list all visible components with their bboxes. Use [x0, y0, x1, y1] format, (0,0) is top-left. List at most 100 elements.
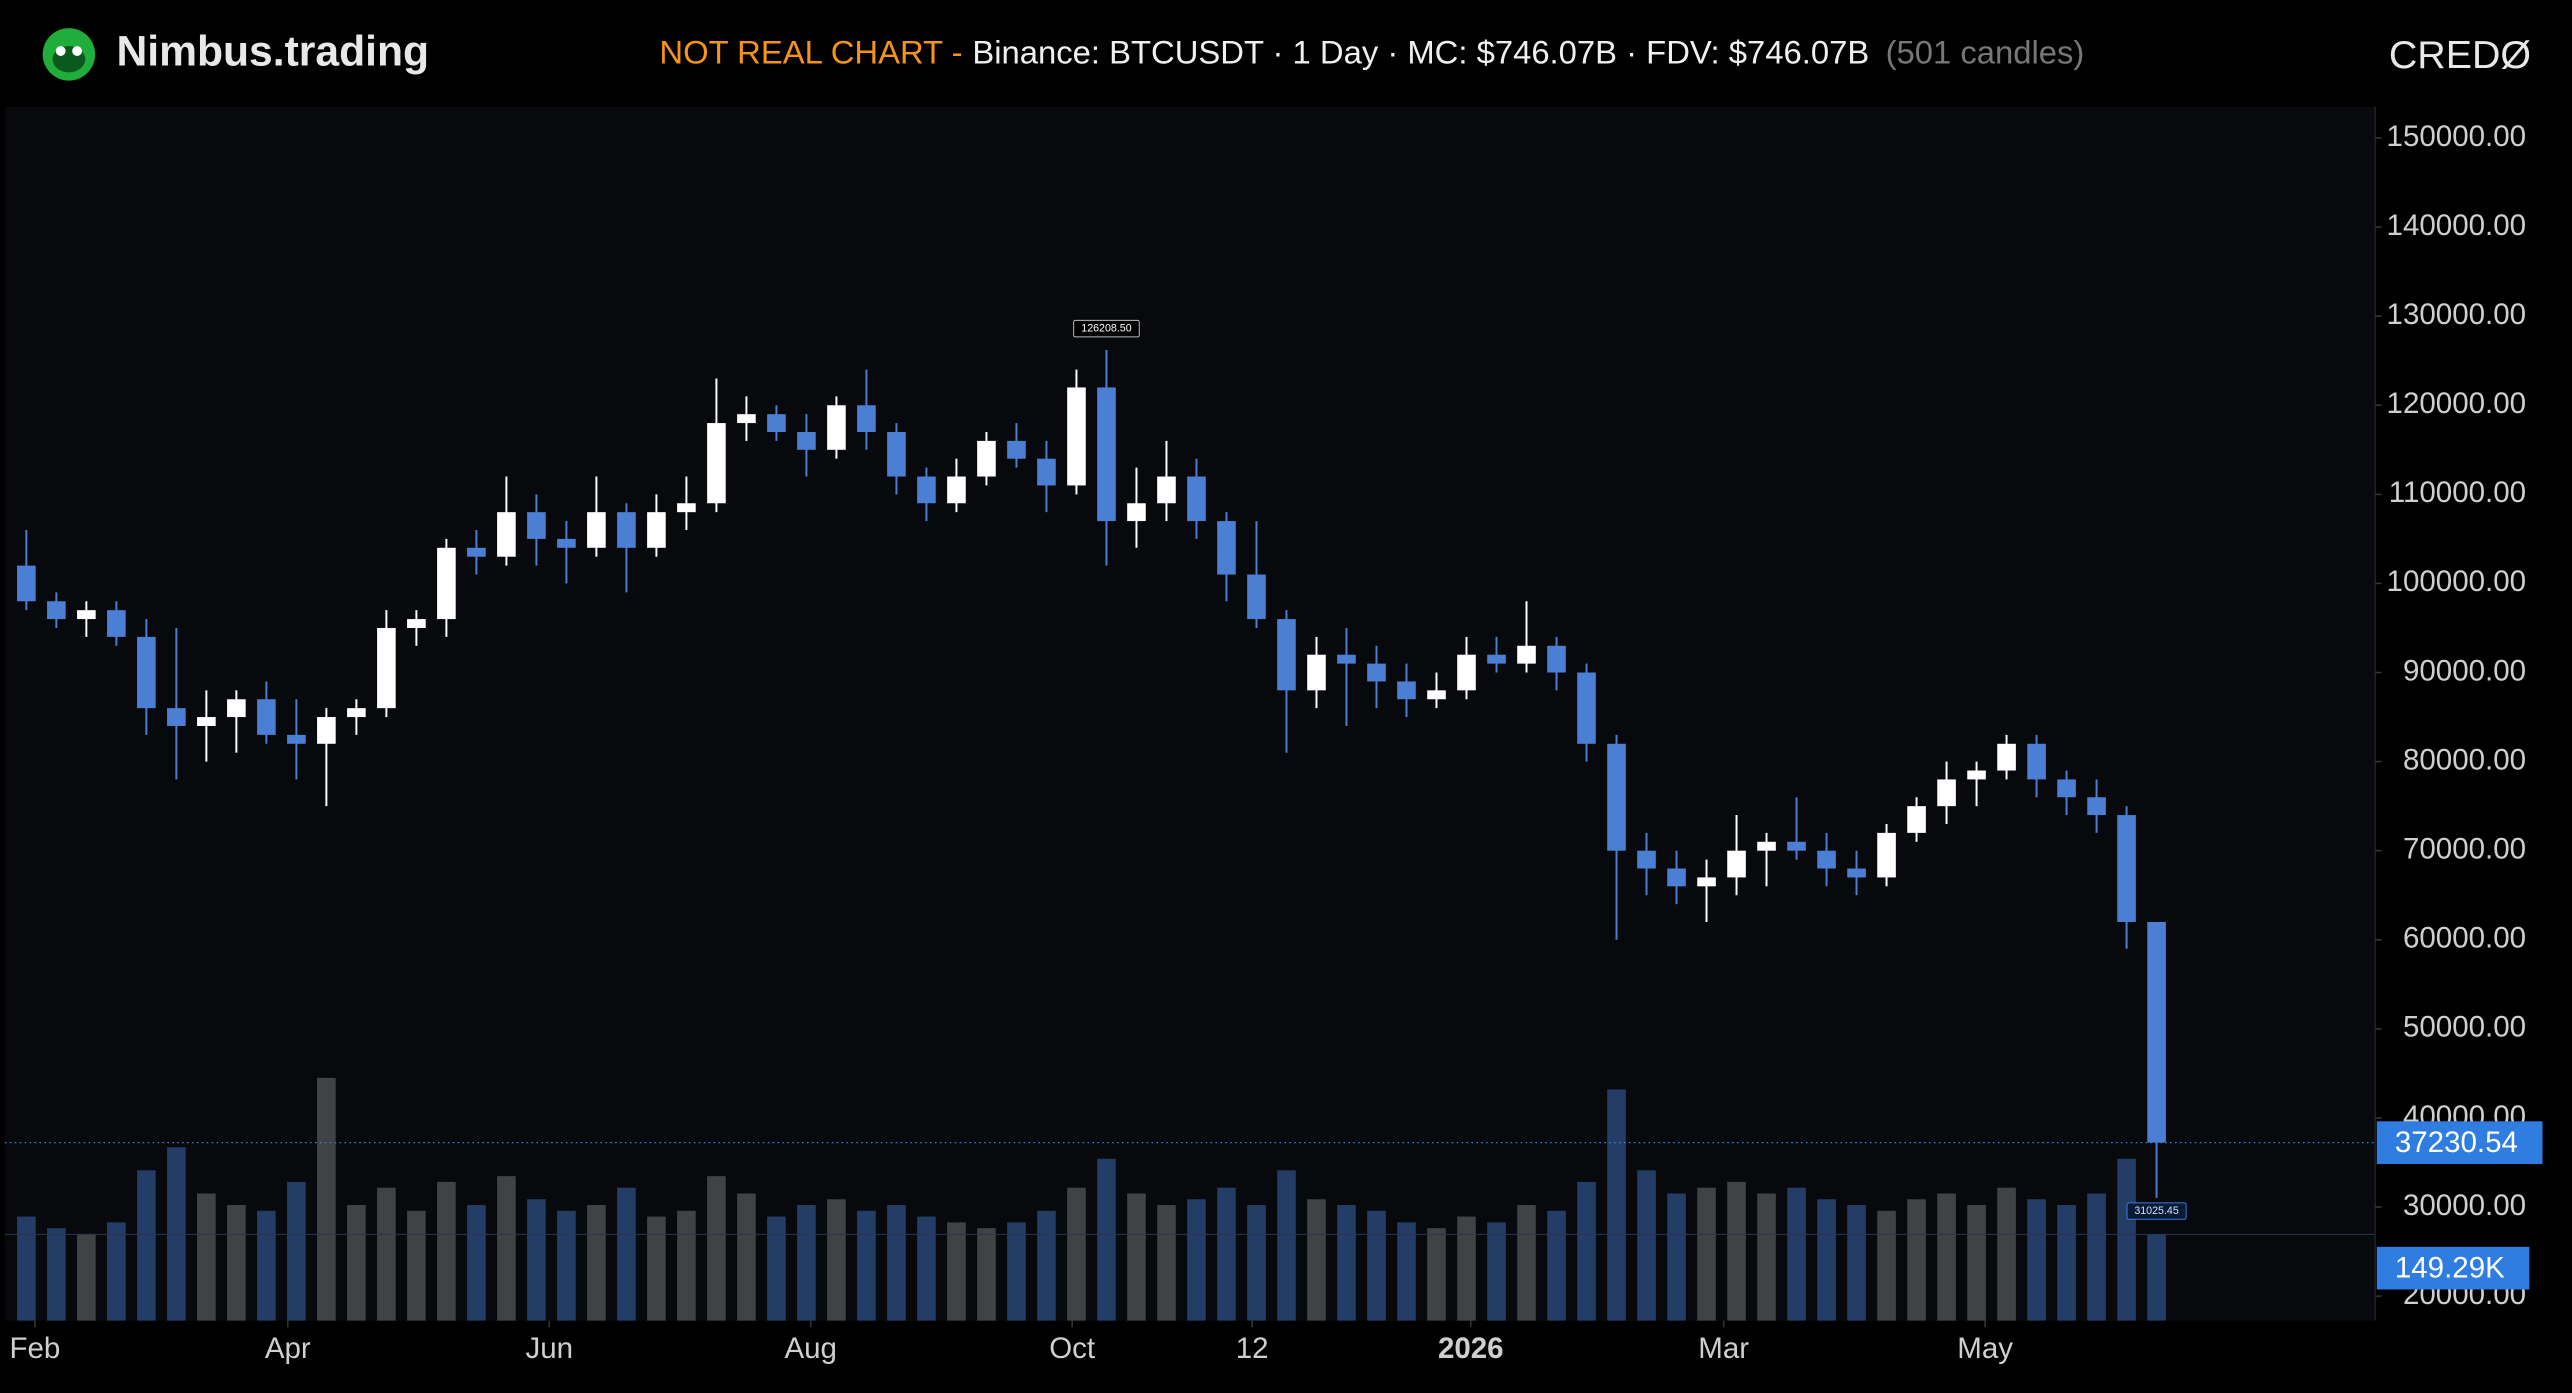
candle-body: [797, 431, 816, 450]
volume-bar: [227, 1205, 246, 1321]
candle-body: [557, 538, 576, 548]
volume-bar: [137, 1170, 156, 1321]
candle-body: [347, 708, 366, 718]
candle-body: [1757, 841, 1776, 851]
volume-bar: [1637, 1170, 1656, 1321]
volume-bar: [1037, 1210, 1056, 1321]
volume-tag: [2376, 1246, 2530, 1290]
candle-body: [647, 512, 666, 548]
candle-body: [1997, 743, 2016, 771]
volume-bar: [1757, 1193, 1776, 1321]
candle-body: [197, 717, 216, 726]
candle-body: [1067, 387, 1086, 486]
volume-bar: [2147, 1234, 2166, 1321]
candle-body: [77, 610, 96, 620]
x-tick-label: 2026: [1438, 1332, 1504, 1365]
candle-body: [1427, 690, 1446, 700]
candle-body: [1727, 850, 1746, 878]
volume-bar: [677, 1210, 696, 1321]
volume-bar: [1247, 1205, 1266, 1321]
y-tick-label: 110000.00: [2389, 476, 2526, 509]
candle-body: [887, 431, 906, 477]
title-warning: NOT REAL CHART -: [659, 33, 962, 70]
volume-bar: [707, 1176, 726, 1321]
candle-body: [377, 627, 396, 709]
x-tick-label: 12: [1236, 1332, 1269, 1365]
y-tick-label: 30000.00: [2403, 1189, 2526, 1222]
candle-body: [857, 405, 876, 432]
candle-body: [947, 476, 966, 504]
volume-bar: [887, 1205, 906, 1321]
candle-body: [167, 708, 186, 726]
volume-bar: [17, 1216, 36, 1321]
volume-bar: [1847, 1205, 1866, 1321]
last-price-tag: [2376, 1121, 2543, 1164]
volume-bar: [617, 1187, 636, 1321]
candle-body: [2027, 743, 2046, 780]
volume-bar: [977, 1228, 996, 1321]
candle-body: [1817, 850, 1836, 869]
volume-bar: [1097, 1158, 1116, 1321]
candle-body: [1217, 521, 1236, 575]
subtitle: (501 candles): [1886, 33, 2085, 70]
volume-bar: [2057, 1205, 2076, 1321]
candle-body: [1487, 654, 1506, 664]
volume-bar: [1427, 1228, 1446, 1321]
volume-bar: [1217, 1187, 1236, 1321]
volume-bar: [797, 1205, 816, 1321]
candle-body: [527, 512, 546, 539]
y-tick-label: 100000.00: [2387, 565, 2527, 598]
candle-body: [707, 423, 726, 504]
candle-body: [17, 565, 36, 602]
volume-bar: [107, 1222, 126, 1321]
volume-bar: [1817, 1199, 1836, 1321]
candle-body: [317, 717, 336, 744]
chart-title: NOT REAL CHART - Binance: BTCUSDT · 1 Day…: [659, 33, 2084, 70]
candle-body: [467, 547, 486, 557]
candle-body: [1157, 476, 1176, 504]
volume-bar: [437, 1181, 456, 1321]
volume-bar: [407, 1210, 426, 1321]
y-tick-label: 60000.00: [2403, 922, 2526, 955]
candle-body: [287, 734, 306, 744]
candle-body: [1967, 770, 1986, 780]
last-price-label: 37230.54: [2395, 1126, 2518, 1159]
candle-body: [1337, 654, 1356, 664]
x-tick-label: Jun: [525, 1332, 573, 1365]
volume-bar: [1907, 1199, 1926, 1321]
volume-bar: [1517, 1205, 1536, 1321]
candle-body: [767, 414, 786, 432]
y-tick-label: 70000.00: [2403, 832, 2526, 865]
candle-body: [1127, 503, 1146, 522]
y-tick-label: 130000.00: [2387, 298, 2527, 331]
candle-body: [497, 512, 516, 557]
title-text: Binance: BTCUSDT · 1 Day · MC: $746.07B …: [972, 33, 1869, 70]
candle-body: [407, 619, 426, 628]
candle-body: [1907, 806, 1926, 833]
x-tick-label: Feb: [9, 1332, 60, 1365]
volume-bar: [1307, 1199, 1326, 1321]
candle-body: [227, 699, 246, 718]
volume-bar: [737, 1193, 756, 1321]
volume-bar: [557, 1210, 576, 1321]
candle-body: [1367, 663, 1386, 682]
x-tick-label: Oct: [1049, 1332, 1095, 1365]
volume-tag-label: 149.29K: [2395, 1252, 2505, 1285]
y-tick-label: 140000.00: [2387, 209, 2527, 242]
volume-bar: [1697, 1187, 1716, 1321]
peak-label: 126208.50: [1081, 322, 1131, 334]
volume-bar: [257, 1210, 276, 1321]
volume-bar: [1577, 1181, 1596, 1321]
volume-bar: [1277, 1170, 1296, 1321]
candle-body: [257, 699, 276, 735]
volume-bar: [1457, 1216, 1476, 1321]
volume-bar: [47, 1228, 66, 1321]
x-tick-label: Aug: [784, 1332, 837, 1365]
volume-bar: [1337, 1205, 1356, 1321]
low-label-box: [2126, 1202, 2187, 1220]
volume-bar: [347, 1205, 366, 1321]
volume-bar: [317, 1077, 336, 1321]
x-tick-label: Mar: [1698, 1332, 1749, 1365]
x-tick-label: Apr: [265, 1332, 311, 1365]
